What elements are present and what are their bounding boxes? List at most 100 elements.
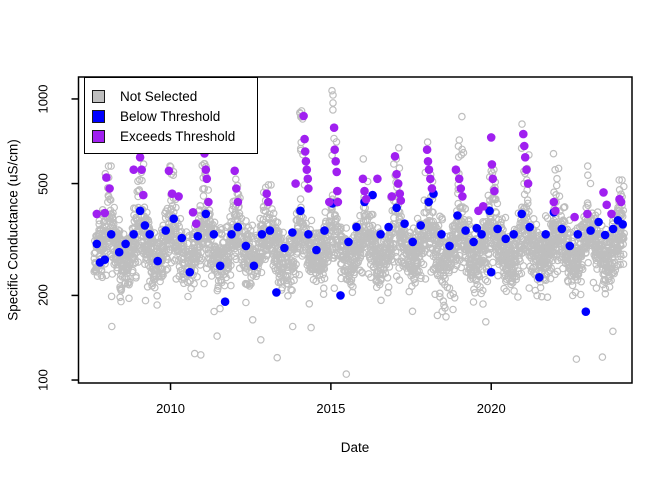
data-point	[555, 192, 564, 201]
data-point	[287, 237, 296, 245]
data-point	[167, 189, 177, 198]
data-point	[102, 271, 111, 280]
data-point	[95, 216, 104, 225]
data-point	[479, 300, 487, 308]
data-point	[117, 286, 125, 295]
data-point	[541, 212, 550, 220]
data-point	[451, 252, 460, 260]
data-point	[506, 268, 515, 277]
data-point	[265, 210, 274, 219]
data-point	[295, 270, 304, 279]
data-point	[466, 264, 474, 273]
data-point	[538, 246, 547, 254]
data-point	[612, 262, 621, 271]
data-point	[189, 248, 198, 257]
data-point	[227, 230, 236, 239]
y-tick-label-1000: 1000	[35, 84, 51, 114]
data-point	[349, 282, 357, 291]
data-point	[358, 268, 367, 277]
data-point	[611, 266, 620, 275]
data-point	[453, 230, 461, 239]
data-point	[125, 294, 133, 303]
data-point	[481, 226, 490, 234]
data-point	[592, 260, 601, 269]
data-point	[138, 176, 146, 185]
data-point	[257, 253, 265, 262]
data-point	[137, 246, 146, 255]
data-point	[438, 307, 447, 316]
data-point	[358, 240, 367, 248]
data-point	[469, 237, 478, 247]
data-point	[493, 224, 502, 234]
data-point	[397, 212, 405, 221]
data-point	[201, 165, 211, 174]
data-point	[164, 166, 174, 176]
data-point	[488, 174, 498, 184]
data-point	[344, 237, 353, 247]
data-point	[341, 267, 350, 276]
data-point	[296, 195, 305, 203]
data-point	[190, 349, 199, 358]
data-point	[429, 217, 438, 226]
data-point	[384, 257, 393, 265]
data-point	[416, 221, 426, 230]
data-point	[301, 157, 311, 166]
data-point	[571, 288, 580, 297]
data-point	[169, 214, 178, 223]
data-point	[568, 281, 577, 290]
data-point	[527, 249, 536, 258]
legend-swatch-icon	[92, 89, 105, 103]
data-point	[485, 206, 494, 216]
data-point	[559, 264, 567, 273]
data-point	[381, 269, 390, 277]
data-point	[230, 166, 239, 176]
data-point	[163, 265, 172, 273]
data-point	[442, 312, 450, 321]
data-point	[368, 190, 377, 200]
data-point	[552, 191, 560, 199]
data-point	[209, 230, 219, 239]
data-point	[618, 220, 627, 229]
data-point	[287, 285, 295, 294]
data-point	[288, 322, 297, 331]
data-point	[599, 188, 608, 197]
data-point	[501, 234, 511, 244]
data-point	[400, 219, 409, 228]
data-point	[606, 272, 614, 281]
data-point	[235, 212, 244, 220]
data-point	[486, 267, 496, 277]
data-point	[340, 266, 348, 275]
data-point	[179, 270, 187, 279]
data-point	[332, 167, 342, 177]
data-point	[386, 231, 394, 240]
data-point	[300, 147, 310, 156]
data-point	[304, 184, 313, 193]
data-point	[169, 171, 178, 180]
data-point	[320, 226, 329, 235]
data-point	[599, 270, 608, 279]
data-point	[422, 145, 432, 154]
data-point	[348, 288, 357, 297]
data-point	[423, 138, 432, 146]
data-point	[543, 214, 552, 223]
data-point	[619, 240, 628, 249]
data-point	[446, 291, 455, 300]
data-point	[249, 271, 258, 280]
x-tick-label-2010: 2010	[156, 401, 185, 416]
data-point	[113, 234, 121, 242]
data-point	[586, 226, 595, 235]
data-point	[162, 241, 170, 249]
data-point	[219, 254, 228, 263]
data-point	[274, 234, 282, 242]
data-point	[264, 241, 272, 250]
data-point	[549, 149, 558, 158]
data-point	[439, 297, 448, 305]
data-point	[92, 239, 102, 249]
data-point	[577, 277, 586, 286]
data-point	[139, 190, 148, 200]
data-point	[373, 174, 382, 184]
data-point	[332, 138, 341, 146]
data-point	[178, 266, 186, 274]
data-point	[461, 204, 470, 213]
